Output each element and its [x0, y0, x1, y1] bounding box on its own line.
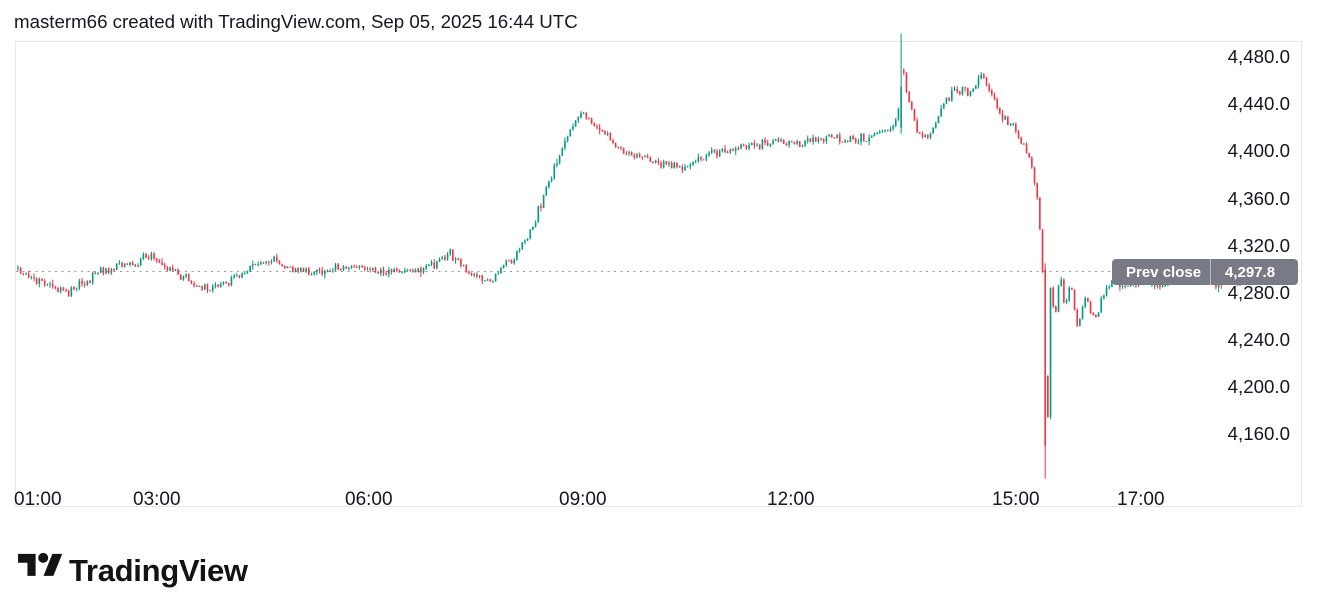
svg-text:TradingView: TradingView — [69, 553, 249, 588]
